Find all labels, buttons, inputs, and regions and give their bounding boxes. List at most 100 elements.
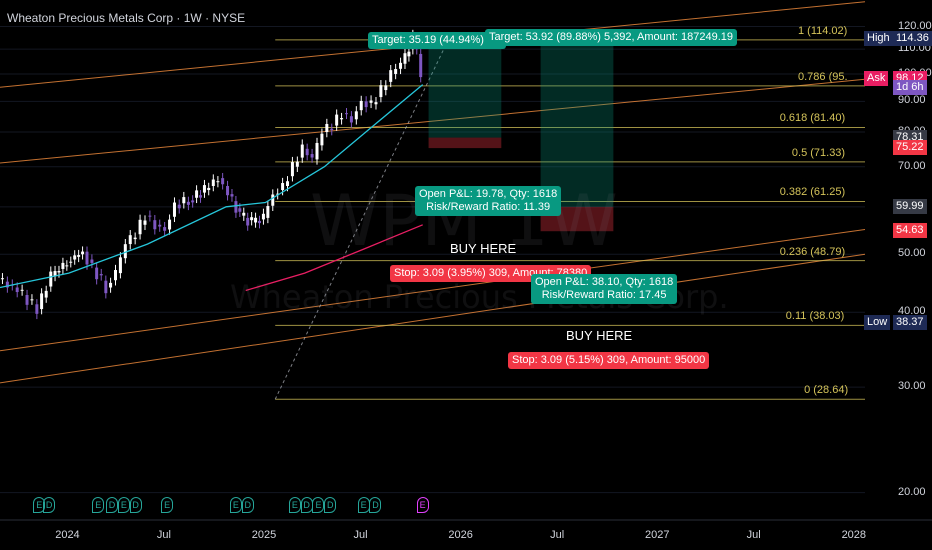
earnings-marker[interactable]: D [129,497,142,513]
earnings-marker[interactable]: E [33,497,46,513]
candle-body [153,220,157,230]
candle-body [290,162,294,177]
price-tag-value: 38.37 [893,315,927,331]
price-tag-value: 59.99 [893,198,927,214]
candle-body [419,53,423,78]
candle-body [65,265,69,267]
candle-body [0,278,4,280]
candle-body [172,202,176,217]
earnings-marker[interactable]: E [416,497,429,513]
channel-line [0,228,866,352]
candle-body [258,220,261,224]
candle-body [85,251,89,265]
earnings-marker[interactable]: E [161,497,174,513]
candle-body [399,62,403,69]
price-tag-label: Low [864,315,891,331]
fib-level-label: 0.5 (71.33) [791,146,846,159]
moving-average-slow [245,224,423,292]
earnings-marker[interactable]: D [241,497,254,513]
candle-body [226,186,230,196]
position-2-buy-label: BUY HERE [566,328,633,343]
price-tag-value: 114.36 [893,31,932,47]
moving-average-fast [0,84,424,289]
candle-body [69,261,73,263]
candle-body [320,133,324,146]
candle-body [246,217,250,226]
earnings-marker[interactable]: D [43,497,56,513]
candle-body [238,208,242,212]
price-tag-value: 1d 6h [893,79,927,95]
earnings-marker[interactable]: E [357,497,370,513]
candle-body [286,181,290,187]
candle-body [379,85,383,98]
candle-body [81,251,85,255]
earnings-marker[interactable]: E [229,497,242,513]
candle-body [95,267,99,280]
earnings-marker[interactable]: D [369,497,382,513]
candle-body [266,206,270,218]
candle-body [325,123,329,132]
candle-body [359,100,363,111]
y-tick-label: 50.00 [898,247,926,260]
candle-body [57,271,61,273]
y-tick-label: 70.00 [898,159,926,172]
candle-body [364,101,368,108]
candle-body [407,51,411,57]
candle-body [73,255,77,260]
earnings-marker[interactable]: D [300,497,313,513]
channel-line [0,78,866,164]
position-2-pl-label: Open P&L: 38.10, Qty: 1618 Risk/Reward R… [531,274,678,304]
candle-body [5,281,9,288]
position-2-stop-label: Stop: 3.09 (5.15%) 309, Amount: 95000 [508,352,710,369]
candle-body [340,118,344,120]
earnings-marker[interactable]: E [117,497,130,513]
candle-body [177,204,181,209]
x-tick-label: 2026 [448,529,473,541]
price-tag-label: Ask [864,70,889,86]
candle-body [182,197,186,204]
x-tick-label: Jul [156,529,171,541]
fib-level-label: 0.786 (95. [798,70,848,83]
candle-body [207,187,211,191]
fib-level-label: 0.618 (81.40) [779,112,846,125]
candle-body [25,295,29,305]
position-1-target-label: Target: 35.19 (44.94%) 3,5 [368,32,507,49]
candle-body [158,224,162,227]
candle-body [330,128,334,131]
earnings-marker[interactable]: E [92,497,105,513]
candle-body [310,154,314,158]
candle-body [216,181,220,183]
candle-body [230,194,234,197]
candle-body [186,201,190,205]
candle-body [221,178,225,185]
position-1-stop-zone [428,137,502,149]
candle-body [374,102,378,105]
candle-body [123,244,127,259]
candle-body [349,116,353,123]
earnings-marker[interactable]: E [312,497,325,513]
candle-body [271,194,275,206]
x-tick-label: Jul [353,529,368,541]
price-tag-label: High [864,31,893,47]
candle-body [254,217,258,223]
fib-level-label: 1 (114.02) [798,24,848,37]
candle-body [49,271,53,287]
candle-body [281,183,285,191]
earnings-marker[interactable]: D [324,497,337,513]
position-2-target-zone [540,38,614,207]
candle-body [53,271,57,276]
position-1-pl-label: Open P&L: 19.78, Qty: 1618 Risk/Reward R… [415,186,562,216]
candle-body [128,235,132,245]
candle-body [99,274,103,276]
candle-body [300,144,304,158]
candle-body [61,262,65,269]
candle-body [354,111,358,120]
earnings-marker[interactable]: E [288,497,301,513]
candle-body [148,215,152,217]
candle-body [20,289,24,291]
earnings-marker[interactable]: D [106,497,119,513]
candle-body [199,195,203,198]
candle-body [242,212,246,216]
channel-line [0,253,866,384]
